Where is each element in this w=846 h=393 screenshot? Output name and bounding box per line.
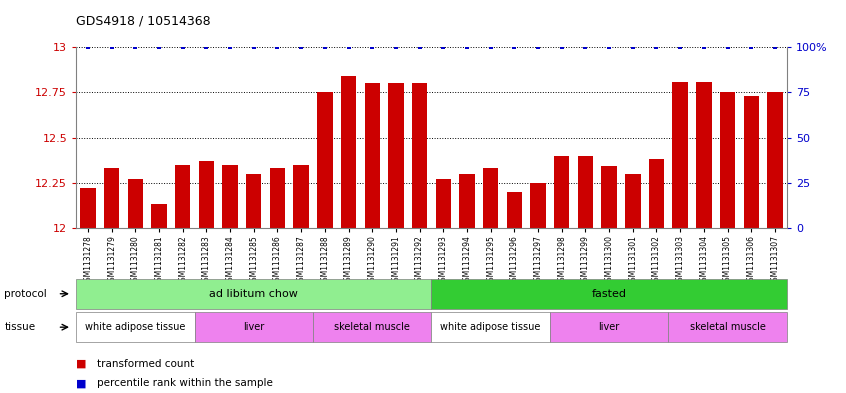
Bar bbox=[365, 83, 380, 228]
Text: tissue: tissue bbox=[4, 322, 36, 332]
Bar bbox=[246, 174, 261, 228]
Bar bbox=[175, 165, 190, 228]
Bar bbox=[530, 183, 546, 228]
Bar bbox=[341, 76, 356, 228]
Point bbox=[579, 44, 592, 50]
Point bbox=[318, 44, 332, 50]
Text: transformed count: transformed count bbox=[97, 358, 195, 369]
Point bbox=[650, 44, 663, 50]
Bar bbox=[412, 83, 427, 228]
Bar bbox=[388, 83, 404, 228]
Bar bbox=[317, 92, 332, 228]
Bar bbox=[673, 81, 688, 228]
Point bbox=[508, 44, 521, 50]
Bar bbox=[222, 165, 238, 228]
Bar bbox=[550, 312, 668, 342]
Bar bbox=[459, 174, 475, 228]
Point bbox=[271, 44, 284, 50]
Point bbox=[484, 44, 497, 50]
Point bbox=[673, 44, 687, 50]
Bar bbox=[431, 312, 550, 342]
Point bbox=[602, 44, 616, 50]
Bar bbox=[720, 92, 735, 228]
Bar bbox=[128, 179, 143, 228]
Bar bbox=[696, 81, 711, 228]
Point bbox=[247, 44, 261, 50]
Point bbox=[81, 44, 95, 50]
Text: white adipose tissue: white adipose tissue bbox=[441, 322, 541, 332]
Text: liver: liver bbox=[243, 322, 265, 332]
Point bbox=[413, 44, 426, 50]
Point bbox=[744, 44, 758, 50]
Text: skeletal muscle: skeletal muscle bbox=[689, 322, 766, 332]
Bar bbox=[767, 92, 783, 228]
Text: GDS4918 / 10514368: GDS4918 / 10514368 bbox=[76, 15, 211, 28]
Point bbox=[437, 44, 450, 50]
Point bbox=[152, 44, 166, 50]
Point bbox=[176, 44, 190, 50]
Bar bbox=[294, 165, 309, 228]
Bar bbox=[507, 192, 522, 228]
Text: fasted: fasted bbox=[591, 289, 627, 299]
Point bbox=[223, 44, 237, 50]
Bar bbox=[270, 168, 285, 228]
Bar bbox=[151, 204, 167, 228]
Text: liver: liver bbox=[598, 322, 620, 332]
Point bbox=[460, 44, 474, 50]
Bar bbox=[602, 167, 617, 228]
Point bbox=[697, 44, 711, 50]
Bar bbox=[668, 312, 787, 342]
Point bbox=[294, 44, 308, 50]
Bar bbox=[578, 156, 593, 228]
Bar bbox=[554, 156, 569, 228]
Point bbox=[105, 44, 118, 50]
Text: skeletal muscle: skeletal muscle bbox=[334, 322, 410, 332]
Point bbox=[129, 44, 142, 50]
Bar bbox=[199, 161, 214, 228]
Bar bbox=[483, 168, 498, 228]
Text: percentile rank within the sample: percentile rank within the sample bbox=[97, 378, 273, 388]
Text: protocol: protocol bbox=[4, 289, 47, 299]
Bar bbox=[744, 96, 759, 228]
Point bbox=[768, 44, 782, 50]
Bar bbox=[104, 168, 119, 228]
Text: ■: ■ bbox=[76, 378, 86, 388]
Text: white adipose tissue: white adipose tissue bbox=[85, 322, 185, 332]
Point bbox=[721, 44, 734, 50]
Bar bbox=[195, 312, 313, 342]
Bar bbox=[76, 279, 431, 309]
Bar bbox=[625, 174, 640, 228]
Point bbox=[626, 44, 640, 50]
Point bbox=[555, 44, 569, 50]
Point bbox=[342, 44, 355, 50]
Point bbox=[389, 44, 403, 50]
Point bbox=[531, 44, 545, 50]
Bar bbox=[76, 312, 195, 342]
Point bbox=[200, 44, 213, 50]
Bar bbox=[649, 159, 664, 228]
Text: ■: ■ bbox=[76, 358, 86, 369]
Bar bbox=[313, 312, 431, 342]
Bar bbox=[80, 188, 96, 228]
Bar bbox=[431, 279, 787, 309]
Point bbox=[365, 44, 379, 50]
Bar bbox=[436, 179, 451, 228]
Text: ad libitum chow: ad libitum chow bbox=[209, 289, 299, 299]
